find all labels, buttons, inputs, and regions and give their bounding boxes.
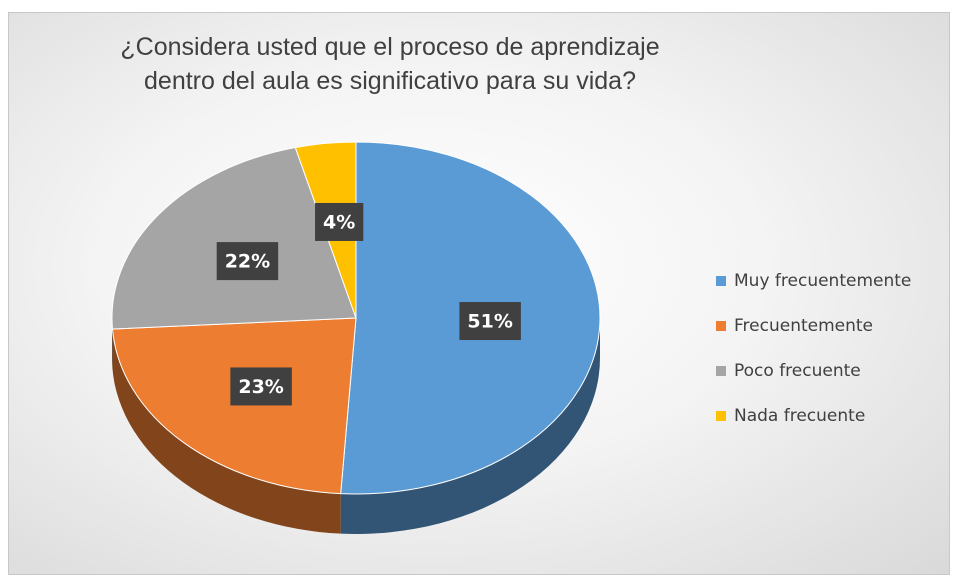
data-label-box <box>216 242 279 281</box>
slice-side <box>112 329 341 534</box>
legend-label: Muy frecuentemente <box>734 271 911 291</box>
legend-swatch <box>716 411 726 421</box>
legend-swatch <box>716 366 726 376</box>
slice <box>111 317 357 495</box>
legend-label: Poco frecuente <box>734 361 861 381</box>
data-label-box <box>230 367 292 406</box>
legend-swatch <box>716 276 726 286</box>
chart-title: ¿Considera usted que el proceso de apren… <box>120 33 660 95</box>
data-label-box <box>315 202 364 241</box>
data-label: 22% <box>225 251 270 273</box>
data-label-box <box>459 302 521 341</box>
data-label: 23% <box>238 376 283 398</box>
slice <box>111 146 357 330</box>
legend-label: Frecuentemente <box>734 316 873 336</box>
legend-label: Nada frecuente <box>734 406 865 426</box>
legend-swatch <box>716 321 726 331</box>
slice-side <box>340 318 600 534</box>
data-label: 4% <box>323 211 355 233</box>
data-label: 51% <box>467 311 512 333</box>
